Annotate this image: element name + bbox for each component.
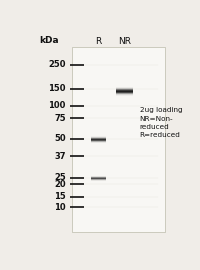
Text: R: R (95, 37, 101, 46)
Text: 15: 15 (54, 192, 65, 201)
Text: 250: 250 (48, 60, 65, 69)
Text: 20: 20 (54, 180, 65, 189)
Text: 100: 100 (48, 101, 65, 110)
Text: 50: 50 (54, 134, 65, 143)
Text: kDa: kDa (39, 36, 59, 45)
Text: NR: NR (118, 37, 131, 46)
Text: 25: 25 (54, 173, 65, 183)
Text: 75: 75 (54, 114, 65, 123)
Bar (72, 47, 165, 232)
Text: 150: 150 (48, 85, 65, 93)
Text: 37: 37 (54, 151, 65, 161)
Text: 10: 10 (54, 203, 65, 212)
Text: 2ug loading
NR=Non-
reduced
R=reduced: 2ug loading NR=Non- reduced R=reduced (139, 107, 181, 138)
